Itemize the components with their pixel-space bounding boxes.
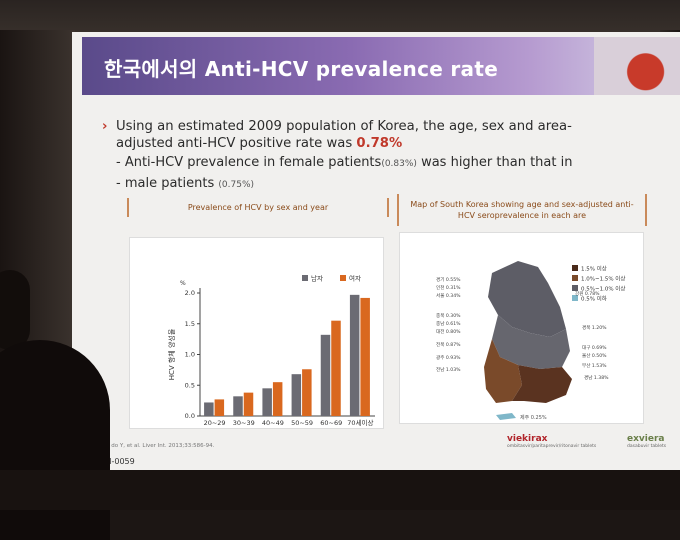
x-tick-label: 40~49 [262, 419, 284, 427]
right-panel-title: Map of South Korea showing age and sex-a… [397, 194, 647, 226]
audience-silhouette-small [0, 270, 30, 350]
y-tick-label: 1.0 [185, 351, 195, 359]
sub-dash: - [116, 176, 125, 191]
legend-swatch [302, 275, 308, 281]
sub1-text: Anti-HCV prevalence in female patients [124, 155, 382, 170]
y-tick-label: 2.0 [185, 289, 195, 297]
map-legend-label: 0.5% 이하 [581, 295, 607, 303]
x-tick-label: 60~69 [320, 419, 342, 427]
map-label-left: 전남 1.03% [436, 366, 461, 373]
bar-female [331, 320, 341, 416]
logo2-subtext: dasabuvir tablets [627, 444, 667, 449]
map-legend-swatch [572, 265, 578, 271]
room-floor [0, 470, 680, 510]
map-label-left: 광주 0.93% [436, 354, 461, 361]
sub-bullet-female: - Anti-HCV prevalence in female patients… [116, 155, 572, 170]
map-panel: 1.5% 이상 1.0%~1.5% 이상 0.5%~1.0% 이상 0.5% 이하 경… [399, 232, 644, 424]
y-tick-label: 0.0 [185, 412, 195, 420]
map-north-region [488, 261, 566, 337]
map-label-left: 충남 0.61% [436, 320, 461, 327]
slide-title: 한국에서의 Anti-HCV prevalence rate [104, 57, 499, 81]
map-label-left: 경기 0.55% [436, 276, 461, 283]
bar-male [349, 294, 360, 416]
map-legend-label: 0.5%~1.0% 이상 [581, 285, 625, 293]
x-tick-label: 70세이상 [347, 418, 373, 427]
y-tick-label: 1.5 [185, 320, 195, 328]
audience-silhouette [0, 340, 110, 540]
map-label-jeju: 제주 0.25% [520, 414, 547, 421]
presentation-slide: 한국에서의 Anti-HCV prevalence rate › Using a… [72, 32, 680, 472]
legend-label: 남자 [311, 274, 323, 283]
map-legend-label: 1.0%~1.5% 이상 [581, 275, 625, 283]
bar-female [272, 382, 283, 416]
x-tick-label: 20~29 [204, 419, 226, 427]
banner-photo [594, 37, 680, 95]
logo2-text: exviera [627, 434, 665, 444]
legend-swatch [340, 275, 346, 281]
footer-reference: 1. Kim do Y, et al. Liver Int. 2013;33:5… [92, 443, 215, 449]
map-label-left: 대전 0.80% [436, 328, 461, 335]
viekirax-logo: viekirax ombitasvir/paritaprevir/ritonavi… [507, 434, 596, 449]
sub-bullet-male: - male patients (0.75%) [116, 176, 254, 191]
bar-male [262, 388, 272, 416]
bullet-text: Using an estimated 2009 population of Ko… [116, 119, 572, 151]
map-legend-swatch [572, 295, 578, 301]
sub2-small: (0.75%) [218, 180, 255, 190]
map-southeast-region [512, 365, 572, 403]
map-label-left: 충북 0.30% [436, 312, 461, 319]
map-label-left: 서울 0.34% [436, 292, 461, 299]
x-tick-label: 50~59 [291, 419, 313, 427]
bar-chart: 0.0 0.5 1.0 1.5 2.0% HCV 항체 양성율 20~29 30~39 40~4… [167, 274, 375, 440]
map-label-right: 경남 1.38% [584, 374, 609, 381]
bar-female [360, 297, 370, 416]
logo1-subtext: ombitasvir/paritaprevir/ritonavir tablet… [507, 444, 597, 449]
bar-male [233, 396, 243, 416]
title-banner: 한국에서의 Anti-HCV prevalence rate [82, 37, 680, 95]
sub2-text: male patients [124, 176, 215, 191]
legend-label: 여자 [349, 274, 361, 283]
logo1-text: viekirax [507, 434, 548, 444]
map-southwest-region [484, 339, 522, 403]
map-jeju-island [496, 413, 516, 420]
bar-chart-panel: 0.0 0.5 1.0 1.5 2.0% HCV 항체 양성율 20~29 30~39 40~4… [129, 237, 384, 440]
bar-male [204, 402, 214, 416]
map-legend-swatch [572, 275, 578, 281]
bar-female [243, 392, 254, 416]
map-legend-swatch [572, 285, 578, 291]
y-unit-label: % [180, 280, 186, 287]
footer-code: V-CN-0059 [92, 457, 135, 466]
map-label-right: 대구 0.69% [582, 344, 607, 351]
bar-female [214, 399, 225, 416]
exviera-logo: exviera dasabuvir tablets [627, 434, 666, 449]
x-tick-label: 30~39 [233, 419, 255, 427]
map-label-right: 경북 1.20% [582, 324, 607, 331]
sub1-rest: was higher than that in [416, 155, 573, 170]
bar-female [302, 369, 312, 416]
map-label-right: 부산 1.53% [582, 362, 607, 369]
korea-map: 1.5% 이상 1.0%~1.5% 이상 0.5%~1.0% 이상 0.5% 이하 경… [436, 261, 625, 421]
bar-male [291, 374, 302, 416]
map-central-region [492, 315, 570, 369]
bullet-arrow-icon: › [102, 119, 108, 134]
left-panel-title: Prevalence of HCV by sex and year [127, 198, 389, 217]
map-label-right: 울산 0.50% [582, 352, 607, 359]
map-legend-label: 1.5% 이상 [581, 265, 607, 273]
bar-male [320, 334, 331, 416]
sub1-small: (0.83%) [381, 159, 417, 169]
map-label-right: 강원 0.78% [575, 290, 600, 297]
sub-dash: - [116, 155, 125, 170]
map-label-left: 전북 0.87% [436, 341, 461, 348]
main-bullet: › Using an estimated 2009 population of … [102, 118, 586, 152]
y-axis-label: HCV 항체 양성율 [167, 328, 176, 380]
map-label-left: 인천 0.31% [436, 284, 461, 291]
y-tick-label: 0.5 [185, 381, 195, 389]
bullet-value: 0.78% [356, 136, 403, 151]
